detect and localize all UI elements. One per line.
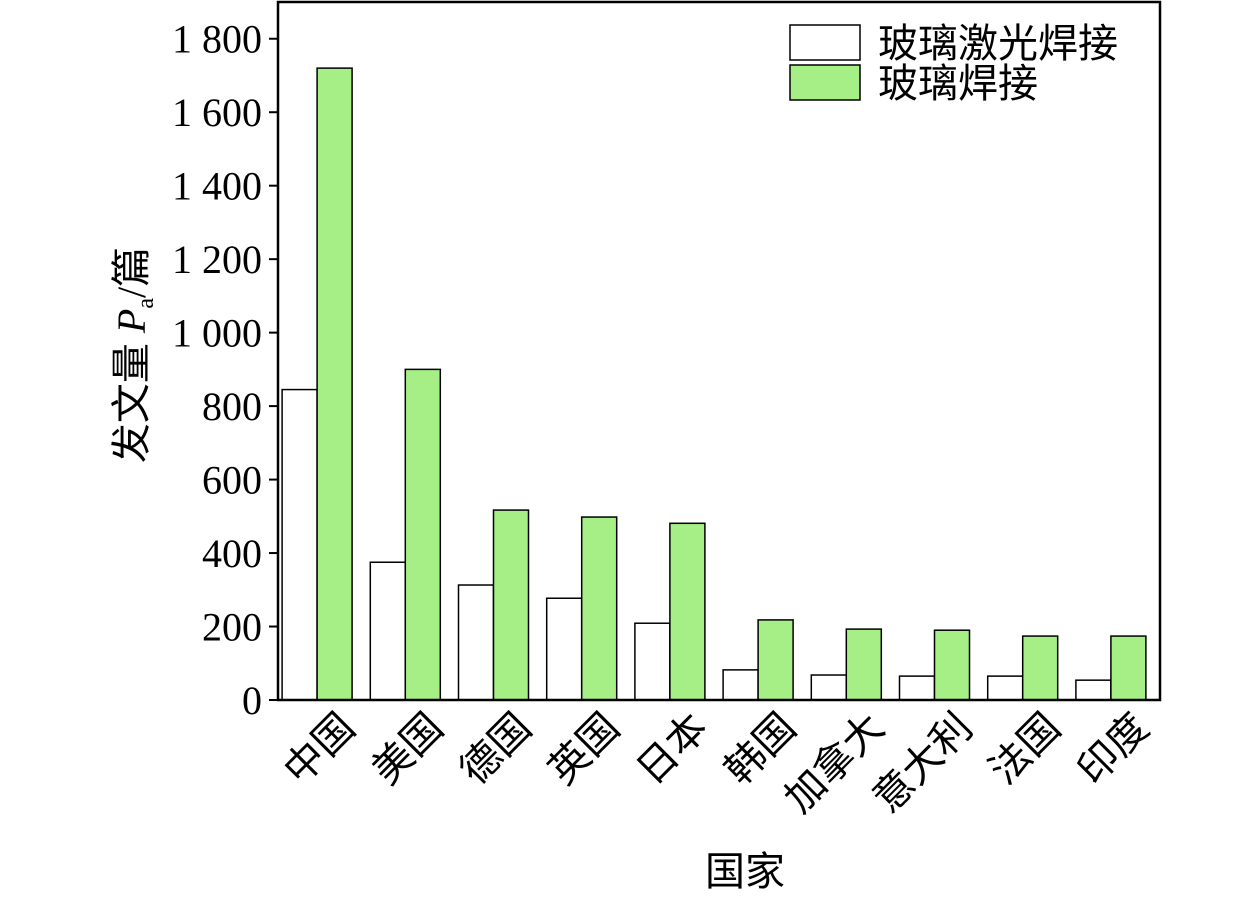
bar bbox=[492, 509, 530, 701]
bar bbox=[898, 675, 936, 701]
y-tick-label: 0 bbox=[242, 678, 262, 723]
bar bbox=[369, 561, 407, 701]
legend-swatch bbox=[789, 24, 861, 61]
x-tick-label: 日本 bbox=[628, 705, 716, 793]
x-tick-label: 英国 bbox=[540, 705, 628, 793]
y-tick-label: 1 600 bbox=[172, 90, 262, 135]
x-tick-label: 中国 bbox=[275, 705, 363, 793]
bar bbox=[545, 597, 583, 701]
bar bbox=[281, 388, 318, 701]
legend-label: 玻璃焊接 bbox=[878, 61, 1038, 106]
x-tick-label: 意大利 bbox=[864, 705, 981, 822]
bar bbox=[810, 674, 848, 701]
bar bbox=[1075, 679, 1112, 701]
y-label-part: P bbox=[109, 309, 154, 334]
y-label-part: /篇 bbox=[109, 247, 154, 298]
bar bbox=[1110, 635, 1147, 701]
y-tick-label: 1 400 bbox=[172, 164, 262, 209]
y-tick-label: 1 800 bbox=[172, 17, 262, 62]
bar bbox=[757, 619, 794, 701]
x-tick-label: 印度 bbox=[1069, 705, 1157, 793]
bar bbox=[669, 522, 706, 701]
x-tick-label: 德国 bbox=[451, 705, 539, 793]
x-tick-label: 法国 bbox=[981, 705, 1069, 793]
y-tick-label: 600 bbox=[202, 458, 262, 503]
x-axis-label: 国家 bbox=[705, 849, 785, 894]
y-tick-label: 800 bbox=[202, 384, 262, 429]
y-tick-label: 1 000 bbox=[172, 311, 262, 356]
x-tick-label: 加拿大 bbox=[776, 705, 893, 822]
bar bbox=[634, 622, 671, 701]
bar bbox=[1021, 635, 1059, 701]
bar bbox=[722, 669, 759, 701]
y-label-part: a bbox=[133, 298, 159, 309]
bar bbox=[316, 67, 353, 701]
bar bbox=[457, 584, 495, 701]
x-tick-label: 美国 bbox=[363, 705, 451, 793]
y-axis-label: 发文量 Pa/篇 bbox=[109, 247, 159, 463]
y-label-part: 发文量 bbox=[109, 333, 154, 463]
y-tick-label: 400 bbox=[202, 531, 262, 576]
y-tick-label: 1 200 bbox=[172, 237, 262, 282]
legend-label: 玻璃激光焊接 bbox=[878, 21, 1118, 66]
plot-frame bbox=[276, 0, 1162, 702]
bar bbox=[404, 368, 442, 701]
y-tick-label: 200 bbox=[202, 605, 262, 650]
legend-swatch bbox=[789, 64, 861, 101]
bar bbox=[986, 675, 1024, 701]
bar bbox=[845, 628, 883, 701]
bar bbox=[933, 629, 971, 701]
bar bbox=[580, 516, 618, 701]
